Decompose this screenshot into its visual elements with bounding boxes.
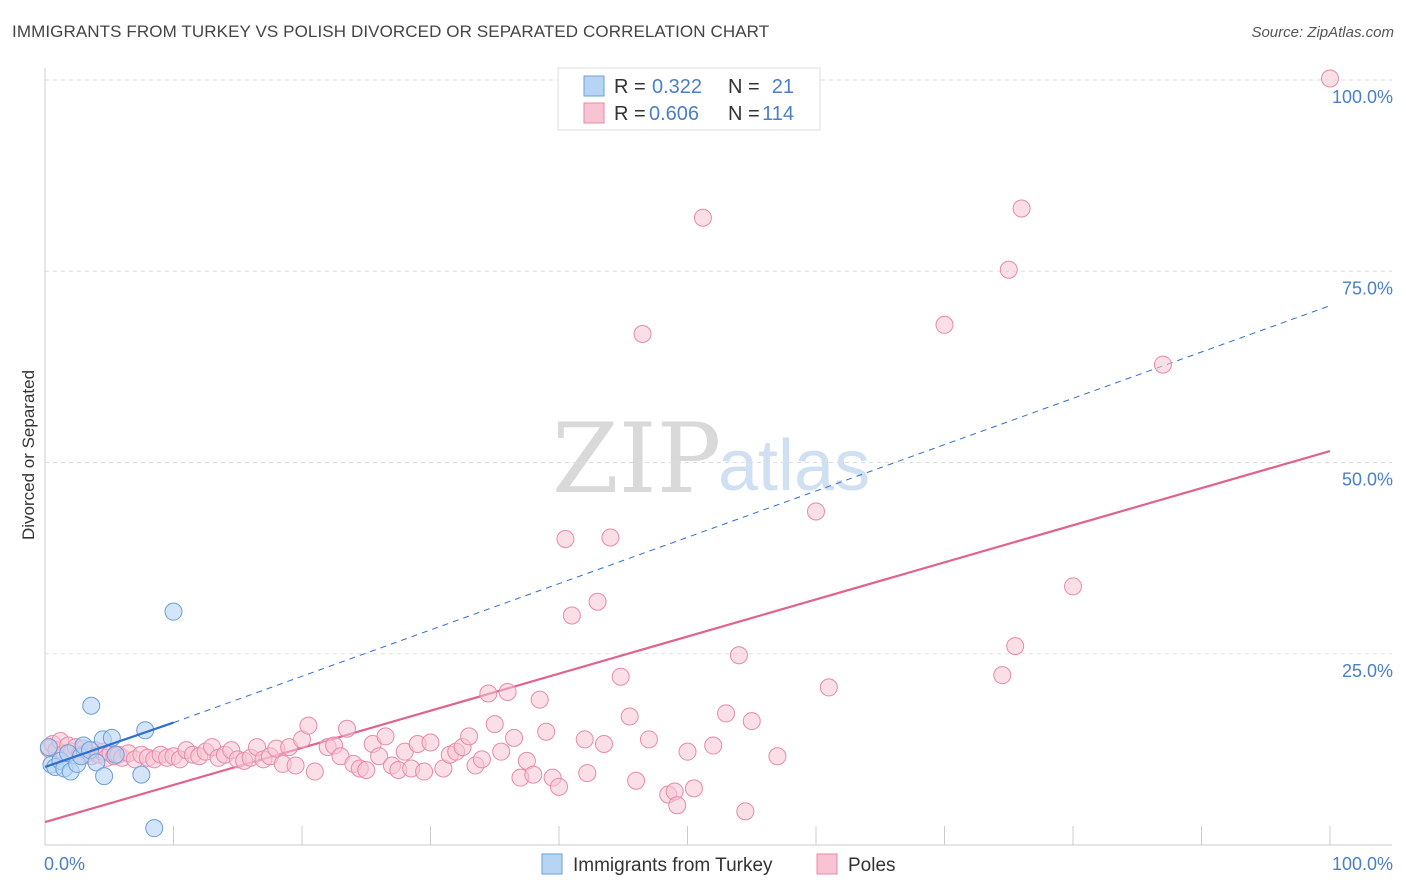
poles-point — [935, 315, 954, 334]
poles-point — [717, 704, 736, 723]
poles-point — [1153, 355, 1172, 374]
poles-point — [736, 802, 755, 821]
poles-point — [421, 733, 440, 752]
poles-point — [575, 730, 594, 749]
trend-turkey-dashed — [173, 305, 1331, 724]
poles-point — [550, 777, 568, 796]
poles-point — [729, 646, 748, 665]
poles-point — [286, 756, 305, 775]
poles-point — [704, 736, 723, 755]
turkey-point — [82, 696, 101, 715]
poles-point — [505, 728, 524, 747]
poles-point — [299, 716, 318, 735]
poles-point — [537, 722, 556, 741]
series-turkey — [39, 602, 183, 838]
poles-point — [993, 666, 1012, 685]
legend-turkey-n-label: N = — [728, 76, 760, 98]
watermark-zip: ZIP — [552, 403, 721, 515]
y-tick-label: 100.0% — [1332, 87, 1393, 107]
legend-poles-r-value: 0.606 — [649, 103, 699, 125]
poles-point — [498, 683, 517, 701]
poles-point — [337, 719, 356, 738]
legend-poles-r-label: R = — [614, 103, 646, 125]
legend-poles-n-label: N = — [728, 103, 760, 125]
y-axis-label: Divorced or Separated — [19, 370, 38, 540]
turkey-point — [87, 753, 106, 772]
poles-point — [415, 762, 434, 781]
poles-point — [485, 715, 504, 734]
source-label: Source: ZipAtlas.com — [1251, 24, 1394, 41]
bottom-legend-turkey-swatch — [541, 853, 563, 875]
poles-point — [684, 779, 703, 798]
legend-poles-swatch — [583, 102, 605, 124]
y-tick-label: 25.0% — [1342, 661, 1393, 681]
poles-point — [742, 712, 761, 731]
tick-labels: 25.0% 50.0% 75.0% 100.0% 0.0% 100.0% — [44, 87, 1393, 874]
poles-point — [370, 747, 389, 766]
turkey-point — [132, 765, 151, 784]
poles-point — [999, 260, 1018, 279]
legend: R = 0.322 N = 21 R = 0.606 N = 114 — [557, 67, 821, 131]
poles-point — [668, 796, 687, 815]
poles-point — [357, 761, 376, 780]
series-poles — [39, 69, 1339, 821]
bottom-legend: Immigrants from Turkey Poles — [541, 853, 896, 876]
turkey-point — [39, 738, 58, 757]
poles-point — [556, 530, 575, 548]
poles-point — [479, 684, 498, 703]
legend-poles-n-value: 114 — [762, 103, 794, 125]
poles-point — [693, 208, 712, 227]
legend-turkey-swatch — [583, 75, 605, 97]
poles-point — [376, 727, 395, 746]
poles-point — [578, 764, 597, 783]
poles-point — [768, 747, 787, 766]
trend-turkey — [44, 721, 174, 769]
poles-point — [492, 742, 511, 761]
gridlines — [45, 79, 1392, 655]
watermark-atlas: atlas — [718, 426, 870, 506]
poles-point — [524, 765, 543, 784]
turkey-point — [95, 767, 114, 786]
poles-point — [620, 707, 639, 726]
turkey-point — [106, 745, 125, 764]
bottom-legend-poles-swatch — [816, 853, 838, 875]
poles-point — [594, 735, 613, 754]
poles-point — [678, 742, 697, 761]
bottom-legend-poles-label: Poles — [848, 855, 896, 876]
poles-point — [1006, 637, 1025, 656]
x-tick-label-min: 0.0% — [44, 854, 85, 874]
y-tick-label: 50.0% — [1342, 470, 1393, 490]
axes — [44, 68, 1392, 846]
chart-title: IMMIGRANTS FROM TURKEY VS POLISH DIVORCE… — [12, 22, 770, 41]
poles-point — [601, 528, 620, 547]
y-tick-label: 75.0% — [1342, 278, 1393, 298]
poles-point — [639, 730, 658, 749]
legend-turkey-r-value: 0.322 — [652, 76, 702, 98]
poles-point — [1064, 577, 1082, 596]
poles-point — [1321, 69, 1339, 88]
poles-point — [807, 502, 825, 521]
poles-point — [588, 592, 607, 611]
legend-turkey-r-label: R = — [614, 76, 646, 98]
poles-point — [530, 690, 549, 709]
poles-point — [627, 771, 646, 790]
legend-turkey-n-value: 21 — [772, 76, 794, 98]
poles-point — [460, 727, 479, 746]
bottom-legend-turkey-label: Immigrants from Turkey — [573, 855, 773, 876]
turkey-point — [164, 602, 183, 621]
poles-point — [1012, 199, 1031, 218]
poles-point — [611, 667, 630, 686]
poles-point — [633, 324, 652, 343]
poles-point — [819, 678, 838, 697]
x-tick-label-max: 100.0% — [1332, 854, 1393, 874]
poles-point — [305, 762, 324, 781]
turkey-point — [145, 819, 164, 838]
poles-point — [472, 750, 491, 769]
poles-point — [562, 606, 581, 625]
